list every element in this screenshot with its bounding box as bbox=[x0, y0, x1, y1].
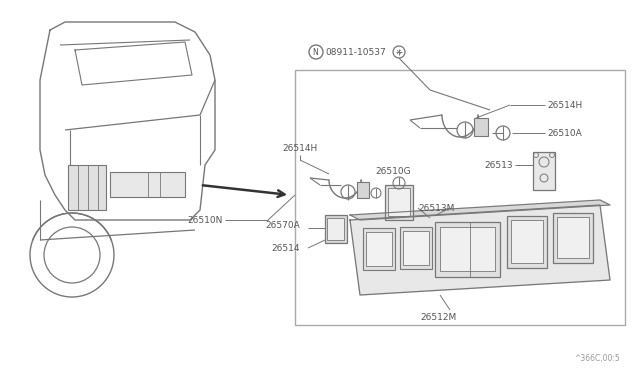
Text: 26570A: 26570A bbox=[265, 221, 300, 230]
Bar bbox=[325, 215, 347, 243]
Text: ^366C,00:5: ^366C,00:5 bbox=[574, 353, 620, 362]
Text: 26513: 26513 bbox=[484, 160, 513, 170]
Bar bbox=[403, 231, 429, 265]
Polygon shape bbox=[350, 205, 610, 295]
Text: 26514H: 26514H bbox=[282, 144, 317, 153]
Bar bbox=[511, 220, 543, 263]
Bar bbox=[400, 227, 432, 269]
Bar bbox=[295, 70, 625, 325]
Text: 26513M: 26513M bbox=[418, 203, 454, 212]
Bar bbox=[553, 213, 593, 263]
Bar bbox=[68, 165, 106, 210]
Text: 26512M: 26512M bbox=[420, 314, 456, 323]
Bar bbox=[110, 172, 185, 197]
Text: 26510N: 26510N bbox=[188, 215, 223, 224]
Bar bbox=[388, 188, 410, 216]
Bar bbox=[435, 222, 500, 277]
Bar bbox=[366, 232, 392, 266]
Bar bbox=[440, 227, 495, 271]
Bar bbox=[385, 185, 413, 220]
Text: 26514: 26514 bbox=[271, 244, 300, 253]
Polygon shape bbox=[350, 200, 610, 220]
Bar bbox=[474, 118, 488, 136]
Bar bbox=[327, 218, 344, 240]
Bar bbox=[357, 182, 369, 198]
Text: N: N bbox=[312, 48, 318, 57]
Bar bbox=[557, 217, 589, 258]
Text: 08911-10537: 08911-10537 bbox=[325, 48, 386, 57]
Text: 26510A: 26510A bbox=[547, 128, 582, 138]
Bar bbox=[507, 216, 547, 268]
Text: 26510G: 26510G bbox=[375, 167, 411, 176]
Text: 26514H: 26514H bbox=[547, 100, 582, 109]
Bar bbox=[363, 228, 395, 270]
Bar bbox=[533, 152, 555, 190]
